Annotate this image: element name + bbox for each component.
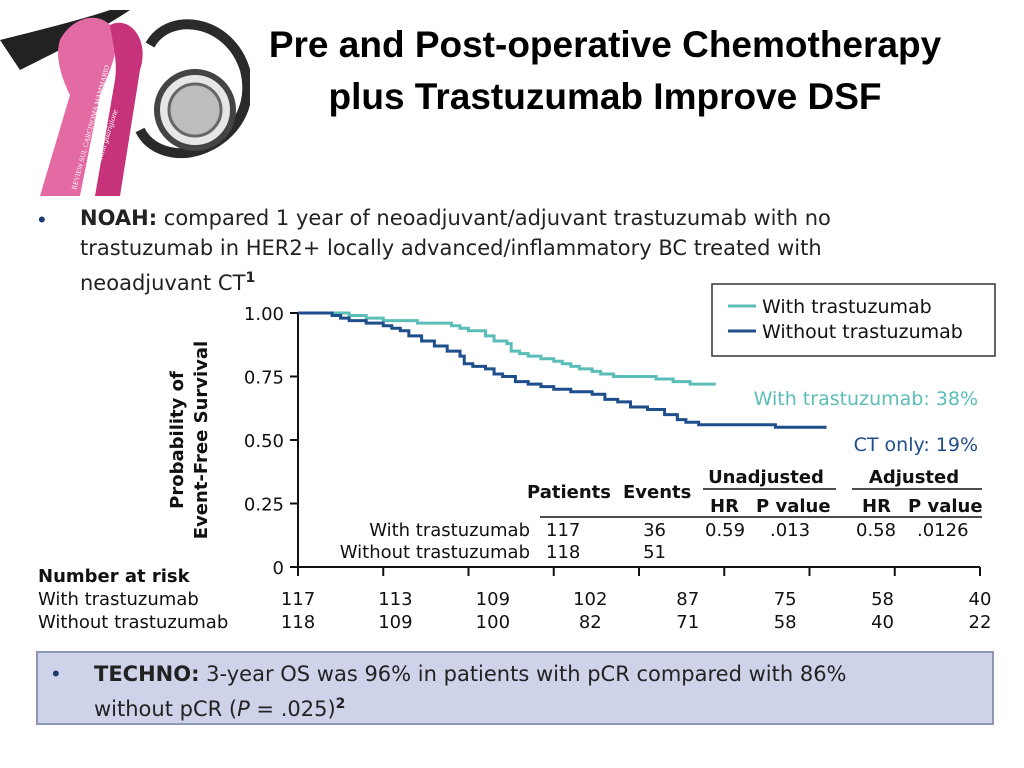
risk-table: Number at risk With trastuzumab Without …	[38, 566, 991, 633]
noah-superscript: 1	[245, 270, 256, 286]
techno-line2-pre: without pCR (	[94, 697, 238, 721]
stats-row1-p-unadj: .013	[770, 520, 810, 541]
y-tick-label: 0.75	[244, 368, 284, 389]
page-title-line1: Pre and Post-operative Chemotherapy	[268, 24, 942, 65]
bullet-dot: •	[38, 207, 46, 232]
risk-value: 40	[871, 612, 894, 633]
risk-value: 117	[281, 589, 315, 610]
series-line-with-trastuzumab	[298, 311, 716, 386]
techno-superscript: 2	[335, 696, 346, 712]
risk-table-title: Number at risk	[38, 566, 191, 587]
risk-value: 40	[969, 589, 992, 610]
risk-value: 58	[871, 589, 894, 610]
stats-row1-hr-unadj: 0.59	[705, 520, 745, 541]
y-tick-label: 1.00	[244, 304, 284, 325]
stats-row2-patients: 118	[546, 542, 580, 563]
stats-sub-hr-unadj: HR	[710, 496, 739, 517]
techno-line2-post: = .025)	[249, 697, 336, 721]
techno-text: TECHNO: 3-year OS was 96% in patients wi…	[94, 659, 974, 724]
stats-row1-group: With trastuzumab	[369, 520, 530, 541]
risk-value: 113	[378, 589, 412, 610]
techno-line1: 3-year OS was 96% in patients with pCR c…	[199, 662, 847, 686]
y-ticks: 0 0.25 0.50 0.75 1.00	[244, 304, 298, 579]
stats-sub-p-unadj: P value	[756, 496, 831, 517]
stats-sub-hr-adj: HR	[862, 496, 891, 517]
series-lines	[298, 311, 827, 429]
stats-row1-hr-adj: 0.58	[856, 520, 896, 541]
bullet-dot: •	[52, 661, 60, 686]
techno-p-italic: P	[237, 697, 250, 721]
stats-row1-p-adj: .0126	[917, 520, 969, 541]
risk-value: 22	[969, 612, 992, 633]
noah-line3: neoadjuvant CT	[80, 271, 246, 295]
stats-row2-group: Without trastuzumab	[340, 542, 530, 563]
annotation-ct-only: CT only: 19%	[854, 434, 978, 456]
risk-value: 109	[378, 612, 412, 633]
y-axis-label: Probability of Event-Free Survival	[167, 341, 212, 539]
techno-callout: • TECHNO: 3-year OS was 96% in patients …	[36, 651, 994, 725]
series-line-without-trastuzumab	[298, 311, 827, 429]
annotation-with: With trastuzumab: 38%	[754, 388, 978, 410]
noah-line2: trastuzumab in HER2+ locally advanced/in…	[80, 236, 822, 260]
noah-bullet-text: NOAH: compared 1 year of neoadjuvant/adj…	[80, 203, 980, 298]
stats-sub-p-adj: P value	[908, 496, 983, 517]
stats-header-events: Events	[623, 482, 691, 503]
risk-row2-label: Without trastuzumab	[38, 612, 228, 633]
stats-header-patients: Patients	[527, 482, 611, 503]
stats-row1-events: 36	[643, 520, 666, 541]
risk-value: 75	[774, 589, 797, 610]
x-ticks	[297, 567, 981, 576]
y-axis-label-line1: Probability of	[167, 371, 188, 509]
pink-ribbon-logo: REVIEW SUL CARCINOMA MAMMARIO un passo d…	[0, 0, 250, 196]
risk-row1-label: With trastuzumab	[38, 589, 199, 610]
risk-value: 58	[774, 612, 797, 633]
risk-value: 102	[573, 589, 607, 610]
y-tick-label: 0.25	[244, 495, 284, 516]
risk-value: 118	[281, 612, 315, 633]
stats-row2-events: 51	[643, 542, 666, 563]
noah-line1: compared 1 year of neoadjuvant/adjuvant …	[157, 206, 831, 230]
techno-label: TECHNO:	[94, 662, 200, 686]
stats-row1-patients: 117	[546, 520, 580, 541]
stats-table: Patients Events Unadjusted Adjusted HR P…	[340, 467, 983, 563]
risk-value: 100	[476, 612, 510, 633]
y-axis-label-line2: Event-Free Survival	[191, 341, 212, 539]
risk-value: 82	[579, 612, 602, 633]
risk-value: 109	[476, 589, 510, 610]
y-tick-label: 0	[273, 558, 284, 579]
chart-legend: With trastuzumab Without trastuzumab	[711, 283, 996, 357]
stats-header-adjusted: Adjusted	[869, 467, 959, 488]
y-tick-label: 0.50	[244, 431, 284, 452]
risk-value: 71	[676, 612, 699, 633]
noah-label: NOAH:	[80, 206, 158, 230]
survival-chart: Probability of Event-Free Survival 0 0.25…	[38, 283, 996, 633]
stats-header-unadjusted: Unadjusted	[708, 467, 824, 488]
legend-label-with: With trastuzumab	[762, 296, 932, 318]
legend-label-without: Without trastuzumab	[762, 321, 963, 343]
page-title-line2: plus Trastuzumab Improve DSF	[328, 76, 882, 117]
risk-value: 87	[676, 589, 699, 610]
